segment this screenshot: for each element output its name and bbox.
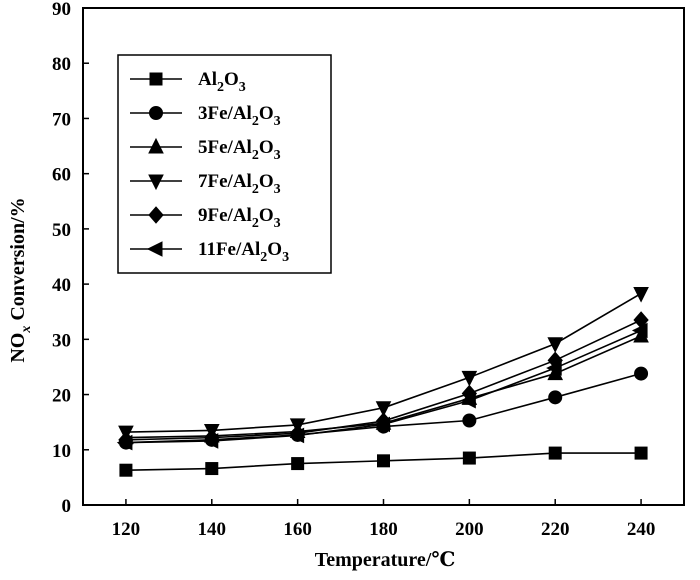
x-tick-label: 140 xyxy=(198,519,227,540)
y-tick-label: 30 xyxy=(52,330,71,351)
x-tick-label: 200 xyxy=(455,519,484,540)
data-point xyxy=(547,337,564,353)
legend-marker xyxy=(148,174,164,191)
legend-subscript: 3 xyxy=(274,216,281,231)
data-point xyxy=(546,360,562,376)
data-point xyxy=(548,390,563,405)
legend-subscript: 2 xyxy=(252,148,259,163)
legend-text-part: 3Fe/Al xyxy=(198,103,252,124)
legend-subscript: 3 xyxy=(282,250,289,265)
legend-text-part: 11Fe/Al xyxy=(198,239,260,260)
legend-text-part: 9Fe/Al xyxy=(198,205,252,226)
legend-text-part: O xyxy=(259,205,274,226)
data-point xyxy=(634,446,648,460)
data-point xyxy=(374,416,390,433)
legend-item: 5Fe/Al2O3 xyxy=(130,137,281,163)
legend-item: Al2O3 xyxy=(130,69,246,95)
legend-text-part: O xyxy=(259,103,274,124)
legend-marker xyxy=(148,137,164,154)
series-1 xyxy=(119,446,648,477)
data-point xyxy=(462,413,477,428)
data-point xyxy=(205,462,219,476)
legend-label: 11Fe/Al2O3 xyxy=(198,239,289,265)
x-tick-label: 120 xyxy=(112,519,141,540)
y-tick-label: 80 xyxy=(52,54,71,75)
y-tick-label: 20 xyxy=(52,386,71,407)
legend-subscript: 3 xyxy=(274,114,281,129)
x-tick-label: 160 xyxy=(283,519,312,540)
legend-subscript: 2 xyxy=(252,216,259,231)
x-axis-title: Temperature/℃ xyxy=(315,549,456,571)
data-point xyxy=(633,286,649,303)
legend-subscript: 2 xyxy=(217,80,224,95)
legend-marker xyxy=(148,206,164,224)
data-point xyxy=(634,366,649,381)
series-layer xyxy=(116,286,649,477)
legend-marker xyxy=(146,241,163,257)
y-tick-label: 0 xyxy=(62,496,72,517)
legend-label: 3Fe/Al2O3 xyxy=(198,103,281,129)
data-point xyxy=(288,427,305,444)
y-title-subscript: x xyxy=(19,326,34,334)
data-point xyxy=(462,451,476,465)
legend-label: Al2O3 xyxy=(198,69,246,95)
legend-subscript: 2 xyxy=(252,182,259,197)
legend-subscript: 3 xyxy=(274,148,281,163)
series-6 xyxy=(116,322,648,451)
y-tick-label: 40 xyxy=(52,275,71,296)
legend-subscript: 2 xyxy=(260,250,267,265)
data-point xyxy=(460,392,476,409)
data-point xyxy=(548,446,562,460)
legend-item: 7Fe/Al2O3 xyxy=(130,171,281,197)
legend-text-part: 7Fe/Al xyxy=(198,171,252,192)
data-point xyxy=(631,322,648,339)
legend-item: 9Fe/Al2O3 xyxy=(130,205,281,231)
legend-label: 9Fe/Al2O3 xyxy=(198,205,281,231)
y-tick-label: 50 xyxy=(52,220,71,241)
y-tick-label: 90 xyxy=(52,0,71,20)
y-tick-label: 10 xyxy=(52,441,71,462)
legend: Al2O33Fe/Al2O35Fe/Al2O37Fe/Al2O39Fe/Al2O… xyxy=(117,54,332,274)
legend-text-part: Al xyxy=(198,69,217,90)
x-tick-label: 180 xyxy=(369,519,398,540)
legend-subscript: 3 xyxy=(239,80,246,95)
legend-item: 3Fe/Al2O3 xyxy=(130,103,281,129)
y-tick-label: 70 xyxy=(52,109,71,130)
legend-marker xyxy=(149,72,163,86)
data-point xyxy=(202,433,219,449)
x-tick-label: 220 xyxy=(541,519,570,540)
y-title-suffix: Conversion/% xyxy=(7,197,29,325)
data-point xyxy=(116,434,133,451)
legend-text-part: O xyxy=(267,239,282,260)
legend-box xyxy=(117,54,332,274)
data-point xyxy=(375,401,392,417)
y-tick-label: 60 xyxy=(52,165,71,186)
legend-label: 7Fe/Al2O3 xyxy=(198,171,281,197)
axes: 0 10 20 30 40 50 60 70 80 90 120 140 160 180 200 220 240 xyxy=(52,0,685,540)
legend-label: 5Fe/Al2O3 xyxy=(198,137,281,163)
data-point xyxy=(119,463,133,477)
legend-item: 11Fe/Al2O3 xyxy=(130,239,289,265)
legend-text-part: O xyxy=(224,69,239,90)
y-axis-title: NOx Conversion/% xyxy=(7,197,34,362)
legend-marker xyxy=(149,106,163,120)
legend-text-part: O xyxy=(259,171,274,192)
y-title-prefix: NO xyxy=(7,333,29,363)
data-point xyxy=(291,457,305,471)
data-point xyxy=(377,454,390,468)
x-tick-label: 240 xyxy=(627,519,656,540)
data-point xyxy=(461,370,478,387)
legend-subscript: 2 xyxy=(252,114,259,129)
legend-text-part: O xyxy=(259,137,274,158)
legend-subscript: 3 xyxy=(274,182,281,197)
legend-text-part: 5Fe/Al xyxy=(198,137,252,158)
